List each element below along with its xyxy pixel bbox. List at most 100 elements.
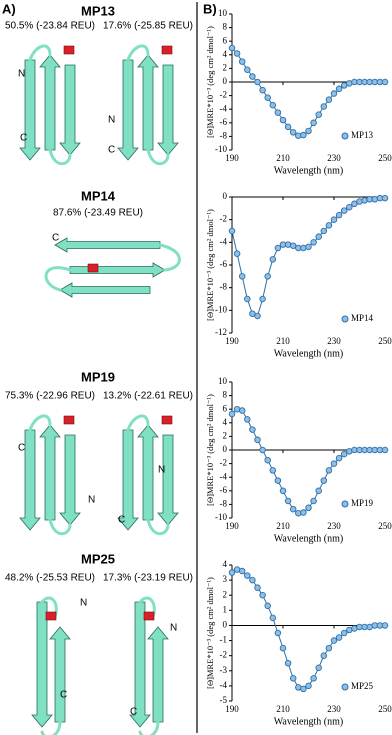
x-tick-label: 210 [276,153,290,163]
loop [28,414,72,536]
x-tick-label: 250 [378,336,392,346]
data-point [264,602,271,610]
data-point [340,629,348,637]
legend-label: MP19 [351,498,374,508]
y-tick-label: -2 [220,458,228,468]
legend-label: MP13 [351,130,374,140]
data-point [233,50,241,57]
y-tick-label: -2 [220,650,228,660]
structure-caption: 17.6% (-25.85 REU) [103,21,193,32]
data-point [274,109,282,116]
beta-strand [59,282,151,298]
y-tick-label: 6 [223,35,228,45]
data-point [340,207,348,214]
x-tick-label: 210 [276,521,290,531]
terminus-label: C [108,145,115,156]
helix [87,263,99,273]
y-tick-label: 0 [223,76,228,86]
y-tick-label: -2 [220,90,228,100]
helix [45,611,57,621]
y-tick-label: -2 [220,214,228,224]
data-point [320,103,328,110]
structure-caption: 87.6% (-23.49 REU) [53,208,143,219]
legend-label: MP14 [351,313,374,323]
beta-strand [31,601,53,728]
y-tick-label: -10 [215,512,227,522]
data-point [228,44,236,52]
beta-strand [137,424,159,521]
data-point [269,467,277,474]
y-tick-label: -6 [220,259,228,269]
y-tick-label: -8 [220,130,228,140]
y-tick-label: 2 [223,62,228,72]
terminus-label: N [158,465,165,476]
x-tick-label: 230 [327,153,341,163]
data-point [249,73,256,80]
y-tick-label: -4 [220,103,228,113]
data-point [330,460,338,467]
x-tick-label: 210 [276,704,290,714]
data-point [279,116,287,124]
beta-strand [39,54,61,151]
data-point [310,675,317,682]
beta-strand [59,434,81,526]
terminus-label: C [18,443,25,454]
y-tick-label: 1 [223,604,228,614]
helix [143,611,155,621]
beta-strand [147,626,169,723]
terminus-label: C [60,690,67,701]
structure-title: MP13 [81,3,115,18]
y-tick-label: 2 [223,589,228,599]
data-point [330,90,338,97]
legend-marker [341,315,349,323]
data-point [315,487,322,495]
beta-strand [19,59,41,161]
structure-caption: 75.3% (-22.96 REU) [5,391,95,402]
x-axis-label: Wavelength (nm) [274,348,343,359]
data-point [315,233,322,240]
data-point [310,497,317,505]
legend-marker [341,500,349,508]
y-tick-label: 4 [223,49,228,59]
terminus-label: N [170,623,177,634]
data-point [310,119,317,127]
data-point [320,652,328,659]
data-point [274,477,282,484]
y-tick-label: 3 [223,574,228,584]
data-point [335,634,343,641]
data-point [274,244,282,252]
helix [161,415,173,425]
structure-title: MP25 [81,551,115,566]
data-point [269,614,277,622]
y-tick-label: 0 [223,620,228,630]
data-point [228,227,236,235]
data-point [381,622,389,629]
y-tick-label: 2 [223,430,228,440]
data-point [259,591,266,599]
structure-caption: 50.5% (-23.84 REU) [5,21,95,32]
data-point [244,416,251,423]
y-tick-label: -4 [220,471,228,481]
y-axis-label: [Θ]MRE*10⁻³ (deg cm² dmol⁻¹) [205,26,215,138]
legend-marker [341,683,349,691]
data-point [238,407,246,414]
x-tick-label: 250 [378,521,392,531]
y-tick-label: -10 [215,304,227,314]
data-point [238,58,246,65]
data-point [325,644,333,652]
y-tick-label: 6 [223,403,228,413]
terminus-label: N [88,495,95,506]
data-point [279,644,287,652]
data-point [340,450,348,458]
x-tick-label: 190 [225,704,239,714]
x-axis-label: Wavelength (nm) [274,165,343,176]
y-tick-label: 0 [223,444,228,454]
data-point [233,250,241,257]
data-point [330,637,338,644]
data-point [381,194,389,202]
data-point [330,216,338,223]
helix [161,45,173,55]
legend-label: MP25 [351,681,374,691]
panel-label: B) [203,1,217,16]
